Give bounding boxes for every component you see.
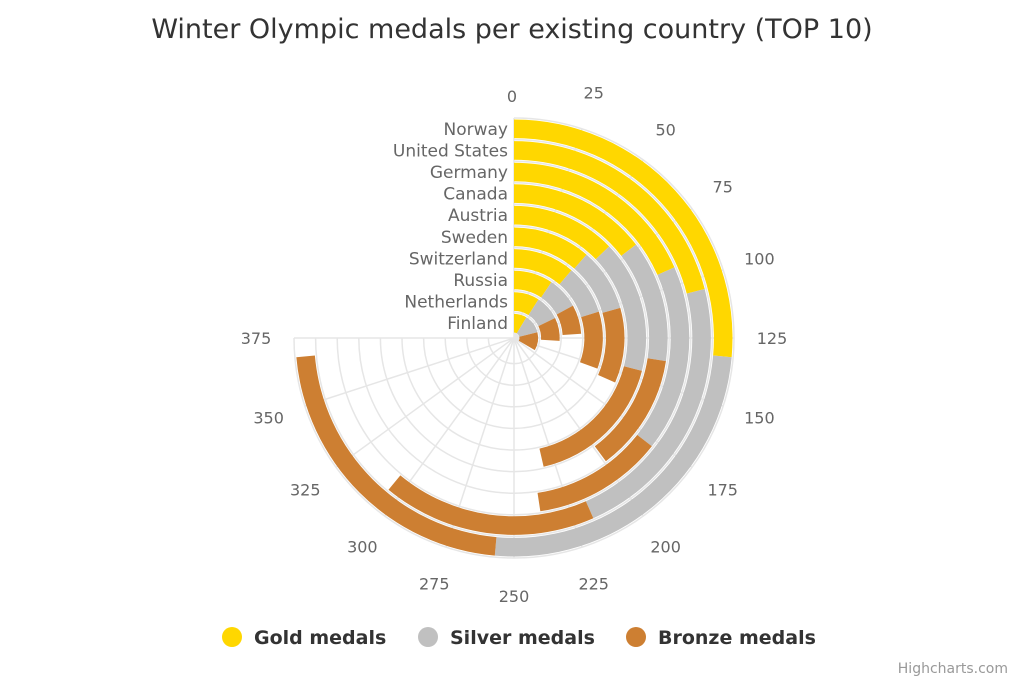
legend-label: Bronze medals [658, 627, 816, 649]
legend-label: Gold medals [254, 627, 386, 649]
bar-silver-switzerland[interactable] [559, 270, 599, 318]
legend-item-gold[interactable]: Gold medals [222, 627, 386, 649]
category-label: United States [393, 141, 508, 161]
legend-label: Silver medals [450, 627, 595, 649]
bar-gold-finland[interactable] [514, 313, 527, 334]
bar-gold-switzerland[interactable] [514, 249, 572, 285]
category-label: Finland [447, 314, 508, 334]
bar-silver-netherlands[interactable] [528, 299, 556, 327]
bar-gold-austria[interactable] [514, 205, 610, 260]
grid-ring [401, 225, 627, 451]
tick-label: 300 [347, 538, 378, 557]
grid-spoke [304, 337, 515, 407]
tick-label: 275 [419, 574, 450, 593]
bar-silver-russia[interactable] [541, 282, 573, 315]
tick-label: 0 [507, 87, 517, 106]
bar-bronze-canada[interactable] [594, 358, 666, 462]
category-label: Netherlands [404, 293, 508, 313]
bar-gold-russia[interactable] [514, 270, 552, 298]
bar-gold-netherlands[interactable] [514, 292, 539, 316]
tick-label: 225 [578, 574, 609, 593]
category-label: Switzerland [409, 249, 508, 269]
grid-ring [336, 160, 692, 516]
bar-bronze-netherlands[interactable] [538, 318, 560, 341]
bar-bronze-germany[interactable] [537, 434, 652, 512]
tick-label: 375 [241, 329, 272, 348]
bar-bronze-sweden[interactable] [598, 307, 625, 383]
bar-silver-united-states[interactable] [585, 289, 711, 519]
tick-label: 200 [650, 538, 681, 557]
tick-label: 250 [499, 587, 530, 606]
legend-marker-icon [222, 627, 242, 647]
tick-label: 350 [253, 409, 284, 428]
bars [296, 119, 733, 557]
bar-bronze-switzerland[interactable] [579, 311, 603, 369]
grid-ring [314, 138, 714, 538]
grid-ring [293, 117, 735, 559]
tick-label: 75 [713, 177, 733, 196]
category-label: Austria [448, 206, 508, 226]
credits-link[interactable]: Highcharts.com [898, 661, 1008, 677]
tick-label: 50 [655, 120, 675, 139]
grid-spoke [335, 337, 515, 468]
tick-label: 325 [290, 481, 321, 500]
grid-ring [466, 290, 562, 386]
bar-bronze-russia[interactable] [556, 305, 582, 335]
tick-label: 100 [744, 249, 775, 268]
bar-gold-sweden[interactable] [514, 227, 587, 269]
bar-gold-united-states[interactable] [514, 141, 705, 294]
grid-ring [358, 182, 670, 494]
bar-silver-canada[interactable] [621, 244, 668, 362]
bar-silver-austria[interactable] [595, 246, 647, 371]
category-label: Germany [430, 163, 508, 183]
legend: Gold medals Silver medals Bronze medals [222, 627, 816, 649]
category-label: Russia [453, 271, 508, 291]
bar-gold-canada[interactable] [514, 184, 637, 256]
tick-label: 25 [584, 84, 604, 103]
bar-bronze-austria[interactable] [539, 366, 642, 467]
grid-ring [379, 203, 649, 473]
grid-ring [422, 246, 606, 430]
tick-label: 125 [757, 329, 788, 348]
bar-bronze-norway[interactable] [296, 355, 497, 556]
value-axis-ticks: 0 25 50 75 100 125 150 175 200 225 250 275 300 325 350… [241, 84, 788, 606]
tick-label: 175 [707, 481, 738, 500]
legend-marker-icon [418, 627, 438, 647]
bar-silver-finland[interactable] [516, 317, 538, 337]
bar-gold-norway[interactable] [514, 119, 733, 358]
bar-bronze-finland[interactable] [518, 332, 539, 351]
legend-item-bronze[interactable]: Bronze medals [626, 627, 816, 649]
legend-marker-icon [626, 627, 646, 647]
bar-silver-germany[interactable] [637, 267, 690, 447]
bar-silver-sweden[interactable] [574, 254, 621, 313]
legend-item-silver[interactable]: Silver medals [418, 627, 595, 649]
bar-silver-norway[interactable] [494, 355, 732, 557]
grid-ring [444, 268, 584, 408]
category-label: Sweden [441, 228, 508, 248]
bar-bronze-united-states[interactable] [388, 475, 594, 535]
category-label: Norway [444, 120, 509, 140]
grid-ring [487, 311, 541, 365]
chart-title: Winter Olympic medals per existing count… [151, 14, 872, 45]
category-label: Canada [443, 185, 508, 205]
tick-label: 150 [744, 409, 775, 428]
bar-gold-germany[interactable] [514, 162, 675, 275]
